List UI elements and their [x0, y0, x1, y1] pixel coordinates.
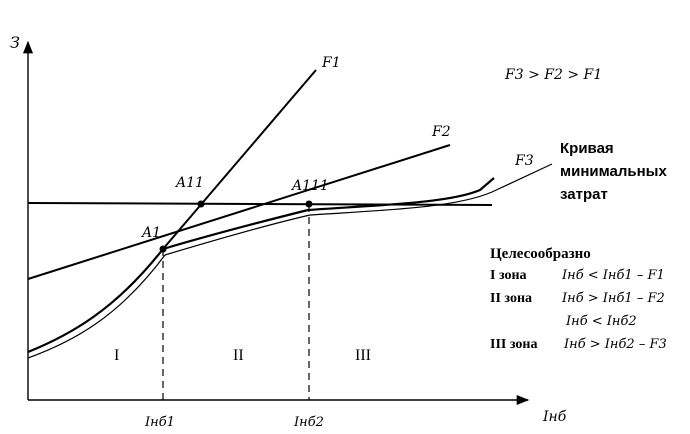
- label-a111: A111: [290, 178, 329, 194]
- conditions-header: Целесообразно: [490, 246, 591, 262]
- condition-zone-1: I зона: [490, 268, 527, 283]
- zone-label-2: II: [233, 347, 244, 364]
- line-f2: [27, 144, 451, 280]
- label-a11: A11: [174, 175, 204, 191]
- x-tick-inb2: Iнб2: [293, 415, 324, 430]
- label-f1: F1: [321, 55, 341, 71]
- relation-text: F3 > F2 > F1: [504, 67, 602, 83]
- condition-formula-3: Iнб > Iнб2 – F3: [563, 337, 667, 352]
- label-a1: A1: [140, 225, 161, 241]
- label-f3: F3: [514, 153, 534, 169]
- x-axis-label: Iнб: [542, 409, 567, 425]
- point-a11: [197, 200, 205, 208]
- condition-zone-2: II зона: [490, 291, 532, 306]
- point-a1: [159, 245, 167, 253]
- y-axis-label: З: [10, 33, 20, 52]
- horizontal-cost-line: [27, 202, 493, 206]
- condition-zone-3: III зона: [490, 337, 537, 352]
- condition-formula-2: Iнб > Iнб1 – F2: [561, 291, 665, 306]
- x-tick-inb1: Iнб1: [144, 415, 175, 430]
- curve-f3: [27, 163, 553, 359]
- min-cost-curve: [27, 177, 495, 354]
- label-f2: F2: [431, 124, 451, 140]
- zone-label-1: I: [114, 347, 119, 364]
- point-a111: [305, 200, 313, 208]
- min-cost-label-line3: затрат: [560, 186, 608, 203]
- line-f1: [162, 69, 317, 250]
- min-cost-label-line2: минимальных: [560, 163, 667, 180]
- condition-formula-2b: Iнб < Iнб2: [565, 314, 637, 329]
- zone-label-3: III: [355, 347, 371, 364]
- min-cost-label-line1: Кривая: [560, 140, 614, 157]
- condition-formula-1: Iнб < Iнб1 – F1: [561, 268, 665, 283]
